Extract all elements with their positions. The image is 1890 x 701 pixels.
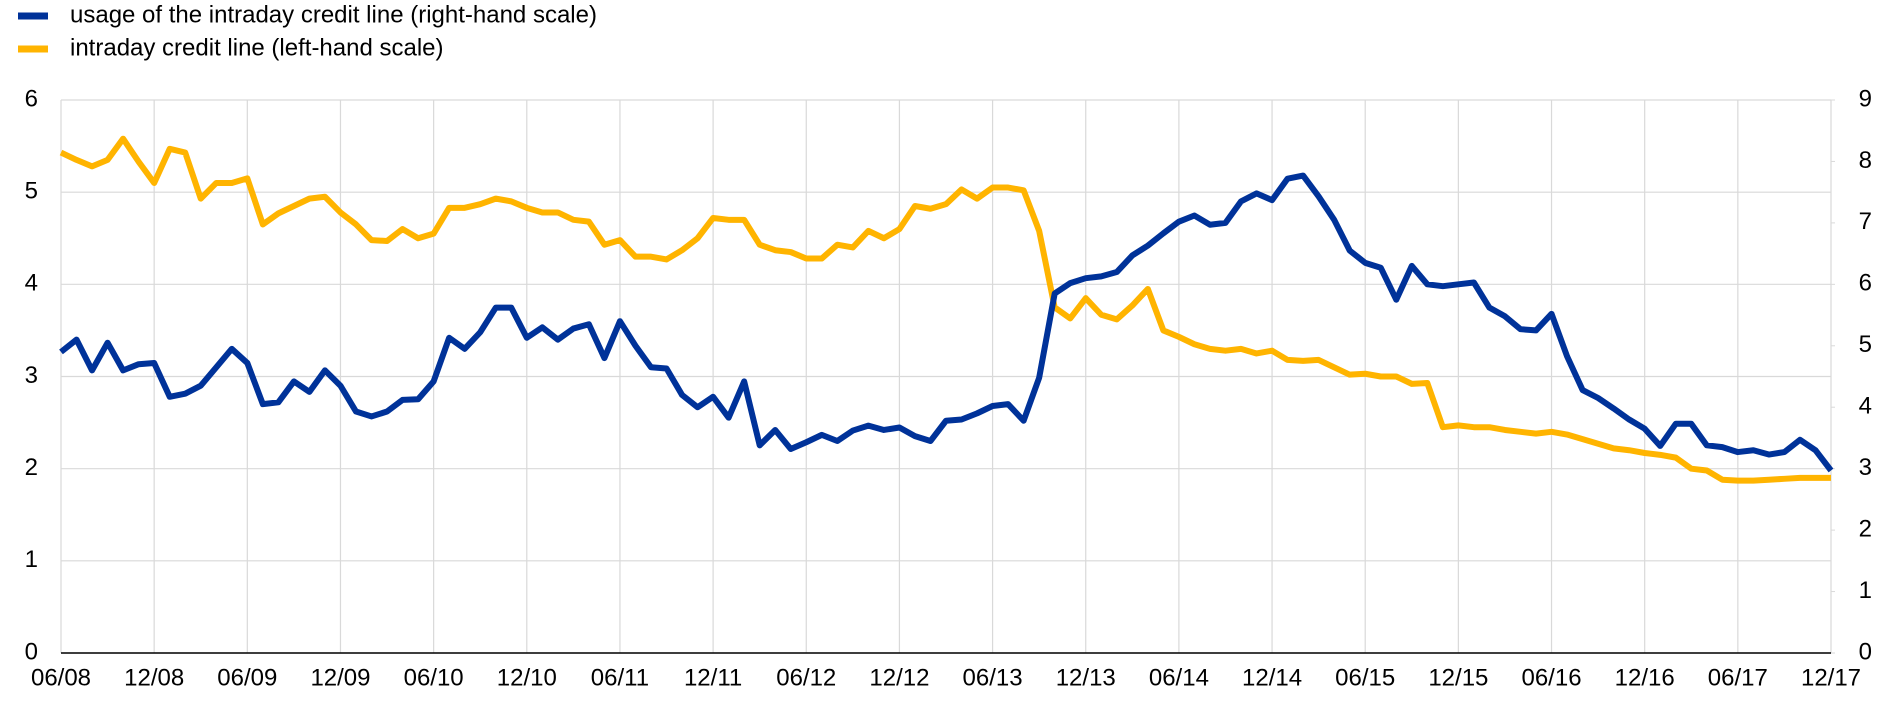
y-tick-label: 2 xyxy=(25,454,38,481)
y2-tick-label: 2 xyxy=(1859,515,1872,542)
x-tick-label: 06/12 xyxy=(776,664,836,691)
y2-tick-label: 7 xyxy=(1859,208,1872,235)
x-tick-label: 06/11 xyxy=(591,664,649,691)
x-tick-label: 12/09 xyxy=(310,664,370,691)
y2-tick-label: 5 xyxy=(1859,331,1872,358)
y-tick-label: 0 xyxy=(25,638,38,665)
y-tick-label: 6 xyxy=(25,85,38,112)
x-tick-label: 12/12 xyxy=(869,664,929,691)
y2-tick-label: 1 xyxy=(1859,577,1872,604)
x-tick-label: 06/16 xyxy=(1521,664,1581,691)
y2-tick-label: 0 xyxy=(1859,638,1872,665)
y-tick-label: 4 xyxy=(25,270,38,297)
y2-tick-label: 3 xyxy=(1859,454,1872,481)
x-tick-label: 06/13 xyxy=(963,664,1023,691)
y2-tick-label: 4 xyxy=(1859,393,1872,420)
x-tick-label: 06/08 xyxy=(31,664,91,691)
y-tick-label: 3 xyxy=(25,362,38,389)
x-tick-label: 06/10 xyxy=(404,664,464,691)
y-tick-label: 5 xyxy=(25,178,38,205)
y2-tick-label: 8 xyxy=(1859,147,1872,174)
x-tick-label: 06/14 xyxy=(1149,664,1209,691)
x-tick-label: 06/17 xyxy=(1708,664,1768,691)
x-tick-label: 12/13 xyxy=(1056,664,1116,691)
x-tick-label: 12/16 xyxy=(1615,664,1675,691)
legend-label: intraday credit line (left-hand scale) xyxy=(70,34,444,61)
y2-tick-label: 6 xyxy=(1859,270,1872,297)
x-tick-label: 06/09 xyxy=(217,664,277,691)
x-tick-label: 06/15 xyxy=(1335,664,1395,691)
series-line xyxy=(59,172,1834,473)
x-tick-label: 12/17 xyxy=(1801,664,1861,691)
x-tick-label: 12/10 xyxy=(497,664,557,691)
x-tick-label: 12/08 xyxy=(124,664,184,691)
y2-tick-label: 9 xyxy=(1859,85,1872,112)
x-tick-label: 12/11 xyxy=(684,664,742,691)
series-line xyxy=(59,135,1831,484)
x-tick-label: 12/15 xyxy=(1428,664,1488,691)
legend-label: usage of the intraday credit line (right… xyxy=(70,1,597,28)
y-tick-label: 1 xyxy=(25,546,38,573)
x-tick-label: 12/14 xyxy=(1242,664,1302,691)
